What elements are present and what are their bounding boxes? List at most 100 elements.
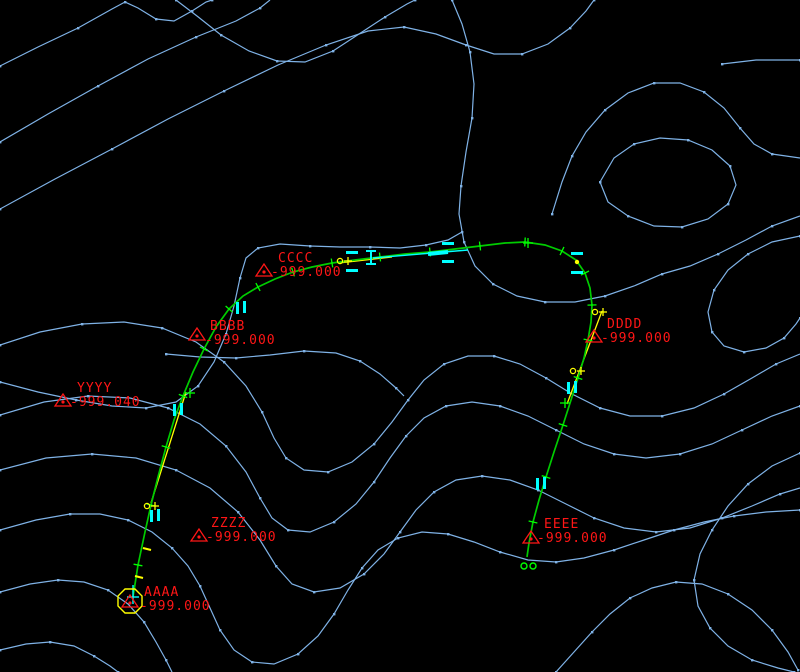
tangent-station-circle <box>569 367 577 375</box>
survey-point-dddd[interactable]: DDDD-999.000 <box>584 317 672 346</box>
alignment-polyline[interactable] <box>132 241 593 598</box>
survey-triangle-dot <box>197 535 201 539</box>
contour-vertex-dot <box>741 429 744 432</box>
cyan-bar-marker <box>150 510 153 522</box>
point-elevation-label: -999.000 <box>271 265 342 280</box>
contour-vertex-dot <box>124 1 127 4</box>
contour-vertex-dot <box>521 53 524 56</box>
contour-vertex-dot <box>451 0 454 2</box>
contour-vertex-dot <box>309 245 312 248</box>
tangent-station-circle <box>143 502 151 510</box>
contour-line <box>693 452 800 672</box>
survey-triangle-icon <box>53 392 73 407</box>
start-point-octagon <box>117 588 143 614</box>
contour-vertex-dot <box>713 289 716 292</box>
contour-vertex-dot <box>261 411 264 414</box>
contour-vertex-dot <box>723 393 726 396</box>
contour-vertex-dot <box>171 547 174 550</box>
contour-vertex-dot <box>211 0 214 2</box>
station-tick <box>133 563 143 567</box>
cyan-bar-marker <box>442 242 454 245</box>
contour-vertex-dot <box>145 407 148 410</box>
yellow-tick <box>134 575 144 579</box>
contour-vertex-dot <box>679 453 682 456</box>
contour-vertex-dot <box>783 337 786 340</box>
contour-vertex-dot <box>675 581 678 584</box>
contour-vertex-dot <box>593 0 596 2</box>
contour-vertex-dot <box>363 573 366 576</box>
cyan-bar-marker <box>236 302 239 314</box>
tangent-station-circle <box>336 257 344 265</box>
contour-vertex-dot <box>747 483 750 486</box>
survey-point-eeee[interactable]: EEEE-999.000 <box>521 517 608 546</box>
point-name-label: EEEE <box>544 517 579 532</box>
contour-vertex-dot <box>77 27 80 30</box>
survey-point-cccc[interactable]: CCCC-999.000 <box>254 251 342 280</box>
contour-vertex-dot <box>75 399 78 402</box>
survey-triangle-icon <box>189 527 209 542</box>
contour-vertex-dot <box>499 551 502 554</box>
contour-line <box>0 0 595 210</box>
contour-line <box>721 59 800 65</box>
station-tick <box>558 422 568 428</box>
survey-triangle-icon <box>521 529 541 544</box>
contour-vertex-dot <box>544 301 547 304</box>
contour-vertex-dot <box>191 10 194 13</box>
survey-point-aaaa[interactable]: AAAA-999.000 <box>120 585 211 614</box>
contour-vertex-dot <box>555 561 558 564</box>
contour-vertex-dot <box>633 143 636 146</box>
contour-vertex-dot <box>481 475 484 478</box>
station-tick <box>559 246 565 256</box>
point-name-label: CCCC <box>278 251 313 266</box>
contour-line <box>165 350 405 397</box>
contour-vertex-dot <box>107 589 110 592</box>
contour-vertex-dot <box>739 127 742 130</box>
contour-line <box>451 0 800 303</box>
contour-vertex-dot <box>195 36 198 39</box>
survey-point-zzzz[interactable]: ZZZZ-999.000 <box>189 516 277 545</box>
survey-point-bbbb[interactable]: BBBB-999.000 <box>187 319 276 348</box>
contour-vertex-dot <box>751 659 754 662</box>
point-name-label: AAAA <box>144 585 179 600</box>
survey-triangle-dot <box>195 334 199 338</box>
contour-vertex-dot <box>167 407 170 410</box>
point-elevation-label: -999.000 <box>537 531 608 546</box>
station-tick <box>528 520 538 524</box>
contour-line <box>707 235 800 353</box>
contour-vertex-dot <box>661 415 664 418</box>
station-tick <box>573 376 583 380</box>
contour-vertex-dot <box>469 51 472 54</box>
contour-vertex-dot <box>175 0 178 2</box>
contour-vertex-dot <box>681 226 684 229</box>
contour-vertex-dot <box>91 453 94 456</box>
point-name-label: ZZZZ <box>211 516 246 531</box>
survey-point-yyyy[interactable]: YYYY-999.040 <box>53 381 141 410</box>
contour-vertex-dot <box>373 443 376 446</box>
contour-vertex-dot <box>797 669 800 672</box>
point-name-label: YYYY <box>77 381 112 396</box>
cyan-thick-segment <box>427 250 449 256</box>
contour-vertex-dot <box>405 435 408 438</box>
contour-vertex-dot <box>359 360 362 363</box>
survey-triangle-icon <box>254 262 274 277</box>
cyan-bar-marker <box>346 251 358 254</box>
contour-vertex-dot <box>332 50 335 53</box>
contour-vertex-dot <box>493 355 496 358</box>
contour-vertex-dot <box>591 631 594 634</box>
contour-vertex-dot <box>425 244 428 247</box>
contour-vertex-dot <box>57 579 60 582</box>
contour-vertex-dot <box>276 60 279 63</box>
contour-vertex-dot <box>0 208 2 211</box>
station-tick <box>290 267 296 277</box>
survey-triangle-dot <box>61 400 65 404</box>
contour-vertex-dot <box>407 399 410 402</box>
alignment-path[interactable] <box>132 237 597 598</box>
contour-line <box>0 395 800 533</box>
station-tick <box>330 258 334 268</box>
contour-vertex-dot <box>599 407 602 410</box>
contour-vertex-dot <box>727 593 730 596</box>
contour-vertex-dot <box>555 429 558 432</box>
